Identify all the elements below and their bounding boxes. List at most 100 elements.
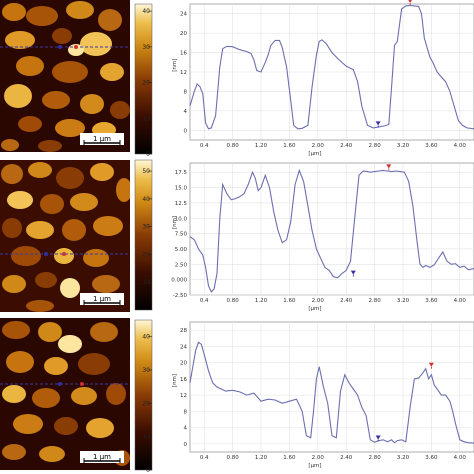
x-axis-unit: [µm] [308,151,321,157]
colorbar-tick-label: 10 [142,434,150,441]
x-tick-label: 2.80 [368,298,381,304]
x-tick-label: 2.40 [340,298,353,304]
y-axis-unit: [nm] [172,374,178,387]
y-tick-label: 2.50 [175,262,188,268]
x-tick-label: 3.60 [425,455,438,461]
blue-cursor-marker [375,435,381,440]
colorbar-tick-label: 40 [142,8,150,15]
scale-bar-label: 1 µm [93,135,111,143]
red-cursor-marker [408,0,412,3]
x-tick-label: 2.00 [312,143,325,149]
plot-area [189,162,474,296]
colorbar-tick-label: 0 [146,151,150,158]
x-tick-label: 3.60 [425,298,438,304]
y-tick-label: 16 [180,377,187,383]
colorbar-tick-label: 30 [142,44,150,51]
colorbar-tick-label: 10 [142,279,150,286]
x-tick-label: 3.20 [397,298,410,304]
y-tick-label: 24 [180,12,187,18]
y-tick-label: 17.5 [175,170,188,176]
x-tick-label: 2.00 [312,298,325,304]
x-tick-label: 1.20 [255,455,268,461]
x-tick-label: 1.60 [283,455,296,461]
profile-chart-2: 0.4 0.80 1.20 1.60 2.00 2.40 2.80 3.20 3.60 4.00 -… [171,162,474,312]
colorbar-tick-label: 10 [142,115,150,122]
scale-bar-label: 1 µm [93,295,111,303]
y-tick-label: 5.00 [175,247,188,253]
red-cursor-marker [428,362,434,367]
x-tick-label: 1.20 [255,143,268,149]
y-tick-label: 10.0 [175,216,188,222]
x-tick-label: 3.20 [397,455,410,461]
x-tick-label: 3.60 [425,143,438,149]
x-tick-label: 2.40 [340,143,353,149]
colorbar-tick-label: 0 [146,467,150,474]
y-tick-label: 15.0 [175,186,188,192]
row-2: 1 µm 50 40 30 20 10 0.4 0.80 1.20 1.60 2.00 2.40 2… [0,159,474,312]
x-tick-label: 3.20 [397,143,410,149]
colorbar-tick-label: 30 [142,367,150,374]
y-tick-label: 20 [180,361,187,367]
afm-image-3: 1 µm [0,318,130,470]
colorbar-3: 40 30 20 10 0 [134,319,153,474]
x-tick-label: 1.60 [283,298,296,304]
x-tick-label: 0.80 [226,455,239,461]
y-tick-label: 20 [180,31,187,37]
x-tick-label: 2.40 [340,455,353,461]
x-tick-label: 1.60 [283,143,296,149]
y-tick-label: 4 [184,109,188,115]
x-tick-label: 0.80 [226,143,239,149]
x-tick-label: 0.4 [200,298,209,304]
height-profile-line [189,168,474,293]
colorbar-tick-label: 40 [142,196,150,203]
colorbar-1: 40 30 20 10 0 [134,3,153,158]
colorbar-tick-label: 20 [142,251,150,258]
afm-image-1: 1 µm [0,0,130,152]
height-profile-line [189,341,474,444]
y-tick-label: 24 [180,344,187,350]
colorbar-tick-label: 50 [142,168,150,175]
y-tick-label: 8 [184,89,188,95]
x-tick-label: 1.20 [255,298,268,304]
plot-area [189,321,474,453]
y-tick-label: 12 [180,393,187,399]
y-tick-label: 0.000 [171,278,187,284]
x-axis-unit: [µm] [308,306,321,312]
x-tick-label: 0.80 [226,298,239,304]
y-tick-label: 0 [184,128,188,134]
x-tick-label: 4.00 [454,143,467,149]
y-tick-label: 12.5 [175,201,188,207]
y-axis-unit: [nm] [172,216,178,229]
y-tick-label: 0 [184,442,188,448]
y-tick-label: 4 [184,426,188,432]
blue-cursor-marker [350,270,356,275]
x-tick-label: 4.00 [454,455,467,461]
y-tick-label: 8 [184,409,188,415]
afm-image-2: 1 µm [0,160,130,312]
y-tick-label: -2.50 [173,293,188,299]
x-tick-label: 2.80 [368,143,381,149]
y-tick-label: 7.50 [175,232,188,238]
profile-chart-1: 0.4 0.80 1.20 1.60 2.00 2.40 2.80 3.20 3.60 4.00 0… [172,0,474,157]
y-tick-label: 12 [180,70,187,76]
scale-bar-label: 1 µm [93,453,111,461]
height-profile-line [189,4,474,130]
colorbar-2: 50 40 30 20 10 [134,159,153,311]
red-cursor-marker [386,164,392,169]
y-tick-label: 28 [180,328,187,334]
x-tick-label: 0.4 [200,455,209,461]
y-axis-unit: [nm] [172,59,178,72]
y-tick-label: 16 [180,51,187,57]
colorbar-tick-label: 40 [142,334,150,341]
x-tick-label: 2.00 [312,455,325,461]
x-axis-unit: [µm] [308,463,321,469]
colorbar-tick-label: 20 [142,400,150,407]
x-tick-label: 0.4 [200,143,209,149]
profile-chart-3: 0.4 0.80 1.20 1.60 2.00 2.40 2.80 3.20 3.60 4.00 0… [172,321,474,469]
blue-cursor-marker [375,121,381,126]
x-tick-label: 4.00 [454,298,467,304]
x-tick-label: 2.80 [368,455,381,461]
